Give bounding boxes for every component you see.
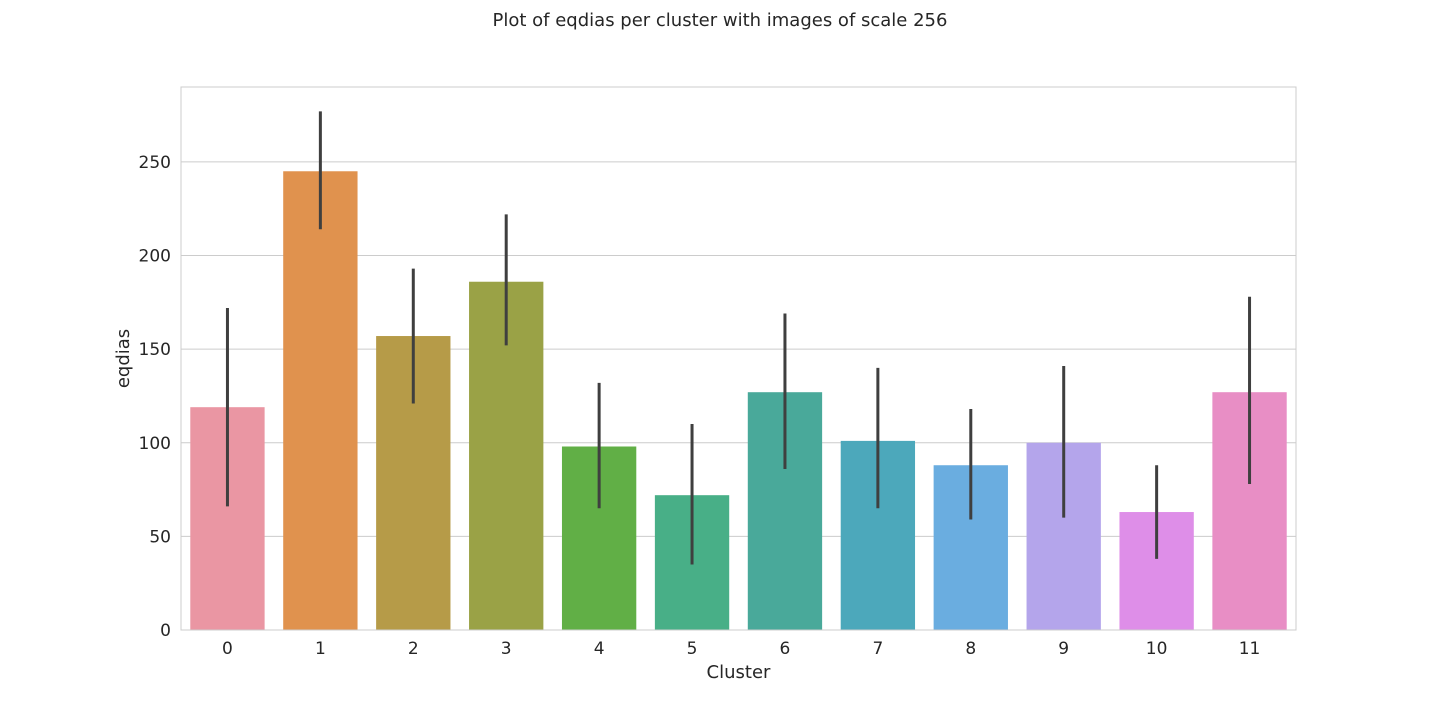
y-tick-label: 250: [139, 153, 171, 173]
x-tick-label: 10: [1146, 639, 1168, 659]
x-axis-label: Cluster: [707, 662, 771, 683]
error-bars: [225, 111, 1252, 565]
x-tick-label: 7: [872, 639, 883, 659]
y-tick-label: 200: [139, 247, 171, 267]
x-tick-label: 11: [1239, 639, 1261, 659]
y-axis-label: eqdias: [113, 329, 134, 388]
x-tick-label: 8: [965, 639, 976, 659]
x-tick-label: 9: [1058, 639, 1069, 659]
bars: [190, 171, 1287, 631]
x-tick-label: 4: [594, 639, 605, 659]
y-tick-label: 150: [139, 340, 171, 360]
y-tick-label: 100: [139, 434, 171, 454]
x-tick-label: 1: [315, 639, 326, 659]
x-tick-labels: 0 1 2 3 4 5 6 7 8 9 10 11: [222, 639, 1260, 659]
x-tick-label: 6: [780, 639, 791, 659]
x-tick-label: 5: [687, 639, 698, 659]
x-tick-label: 0: [222, 639, 233, 659]
bar-cluster-1: [283, 171, 358, 631]
y-tick-label: 0: [160, 621, 171, 641]
plot-frame: [180, 86, 1297, 631]
x-tick-label: 2: [408, 639, 419, 659]
y-tick-label: 50: [149, 527, 171, 547]
x-tick-label: 3: [501, 639, 512, 659]
y-tick-labels: 0 50 100 150 200 250: [139, 153, 171, 641]
chart-title: Plot of eqdias per cluster with images o…: [492, 10, 948, 31]
